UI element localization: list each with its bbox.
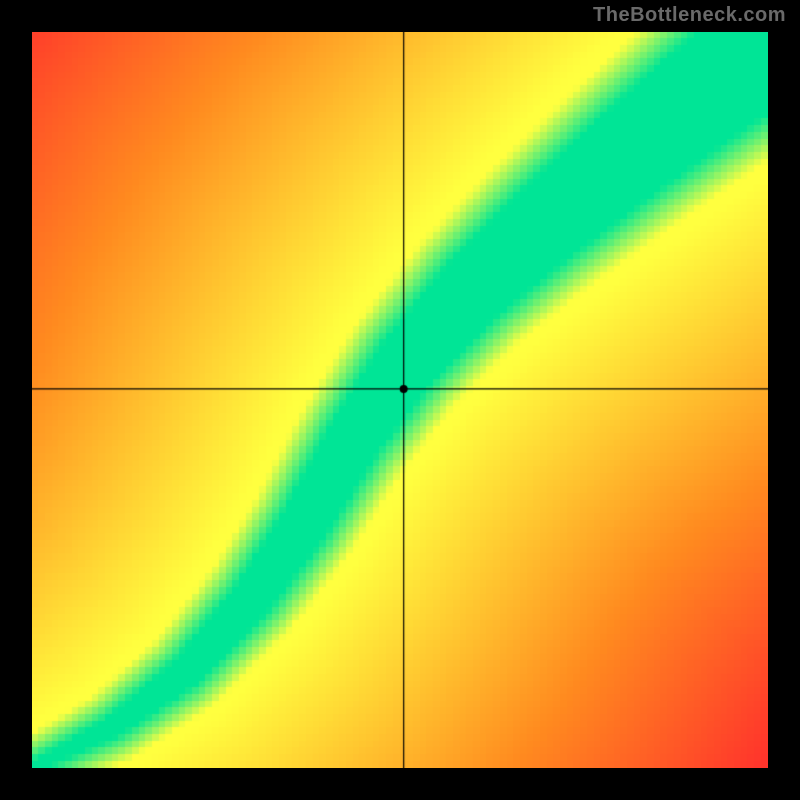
watermark-text: TheBottleneck.com bbox=[593, 4, 786, 27]
bottleneck-heatmap bbox=[32, 32, 768, 768]
chart-container: TheBottleneck.com bbox=[0, 0, 800, 800]
